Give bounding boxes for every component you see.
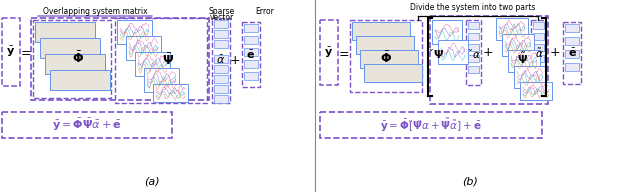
Bar: [244, 24, 258, 32]
Bar: [50, 70, 110, 90]
Bar: [502, 34, 534, 56]
Bar: [214, 55, 228, 63]
Bar: [214, 65, 228, 73]
Bar: [214, 95, 228, 103]
Bar: [496, 18, 528, 40]
Text: Error: Error: [255, 7, 275, 16]
Bar: [45, 54, 105, 74]
Bar: [364, 64, 422, 82]
Bar: [320, 112, 542, 138]
Text: $\check{\mathbf{\Psi}}$: $\check{\mathbf{\Psi}}$: [429, 46, 445, 60]
Bar: [214, 30, 228, 38]
Bar: [320, 20, 338, 85]
Text: (b): (b): [462, 177, 478, 187]
Bar: [533, 55, 544, 62]
Bar: [533, 22, 544, 29]
Text: $\bar{\mathbf{\Phi}}$: $\bar{\mathbf{\Phi}}$: [380, 50, 392, 66]
Text: $=$: $=$: [336, 46, 350, 60]
Bar: [126, 36, 161, 60]
Bar: [244, 60, 258, 68]
Bar: [468, 44, 479, 51]
Text: $\bar{\mathbf{\Psi}}$: $\bar{\mathbf{\Psi}}$: [162, 52, 174, 68]
Bar: [565, 50, 579, 58]
Bar: [565, 24, 579, 32]
Text: $+$: $+$: [229, 54, 241, 66]
Bar: [438, 40, 468, 64]
Text: $\bar{\mathbf{y}}$: $\bar{\mathbf{y}}$: [324, 46, 333, 60]
Text: $\bar{\mathbf{e}}$: $\bar{\mathbf{e}}$: [568, 47, 577, 59]
Bar: [212, 18, 230, 103]
Bar: [565, 37, 579, 45]
Bar: [514, 66, 546, 88]
Text: $+$: $+$: [483, 46, 493, 60]
Bar: [153, 84, 188, 102]
Bar: [520, 82, 552, 100]
Text: Overlapping system matrix: Overlapping system matrix: [43, 7, 147, 16]
Text: vector: vector: [210, 13, 234, 22]
Bar: [115, 18, 207, 103]
Bar: [214, 85, 228, 93]
Bar: [214, 20, 228, 28]
Bar: [533, 33, 544, 40]
Text: $\bar{\mathbf{y}} = \bar{\mathbf{\Phi}}\bar{\mathbf{\Psi}}\bar{\alpha} + \bar{\m: $\bar{\mathbf{y}} = \bar{\mathbf{\Phi}}\…: [52, 117, 122, 133]
Text: $\tilde{\alpha}$: $\tilde{\alpha}$: [534, 46, 543, 60]
Text: (a): (a): [144, 177, 160, 187]
Text: $+$: $+$: [549, 46, 561, 60]
Bar: [565, 63, 579, 71]
Text: $\bar{\mathbf{\Phi}}$: $\bar{\mathbf{\Phi}}$: [72, 50, 84, 66]
Bar: [356, 36, 414, 54]
Text: $\tilde{\mathbf{\Psi}}$: $\tilde{\mathbf{\Psi}}$: [516, 50, 527, 65]
Bar: [2, 18, 20, 86]
Text: Divide the system into two parts: Divide the system into two parts: [410, 3, 536, 12]
Bar: [432, 20, 462, 44]
Bar: [214, 40, 228, 48]
Bar: [2, 112, 172, 138]
Text: $\bar{\mathbf{e}}$: $\bar{\mathbf{e}}$: [246, 49, 255, 61]
Bar: [244, 48, 258, 56]
Bar: [144, 68, 179, 92]
Bar: [531, 20, 546, 85]
Bar: [468, 33, 479, 40]
Text: $=$: $=$: [18, 46, 32, 59]
Bar: [135, 52, 170, 76]
Bar: [466, 20, 481, 85]
Bar: [244, 72, 258, 80]
Bar: [35, 22, 95, 42]
Text: Sparse: Sparse: [209, 7, 235, 16]
Bar: [40, 38, 100, 58]
Text: $\bar{\mathbf{y}} = \bar{\mathbf{\Phi}}[\check{\mathbf{\Psi}}\check{\alpha} + \t: $\bar{\mathbf{y}} = \bar{\mathbf{\Phi}}[…: [380, 117, 482, 133]
Text: $\bar{\mathbf{y}}$: $\bar{\mathbf{y}}$: [6, 45, 15, 59]
Bar: [468, 22, 479, 29]
Bar: [117, 20, 152, 44]
Bar: [352, 22, 410, 40]
Bar: [350, 20, 422, 92]
Bar: [508, 50, 540, 72]
Bar: [563, 22, 581, 84]
Text: $\check{\alpha}$: $\check{\alpha}$: [468, 46, 481, 60]
Bar: [468, 66, 479, 73]
Bar: [360, 50, 418, 68]
Bar: [242, 22, 260, 87]
Bar: [533, 66, 544, 73]
Bar: [430, 16, 548, 104]
Bar: [468, 55, 479, 62]
Bar: [244, 36, 258, 44]
Bar: [31, 18, 209, 100]
Text: $\bar{\alpha}$: $\bar{\alpha}$: [216, 54, 225, 66]
Bar: [33, 20, 111, 98]
Bar: [533, 44, 544, 51]
Bar: [214, 75, 228, 83]
